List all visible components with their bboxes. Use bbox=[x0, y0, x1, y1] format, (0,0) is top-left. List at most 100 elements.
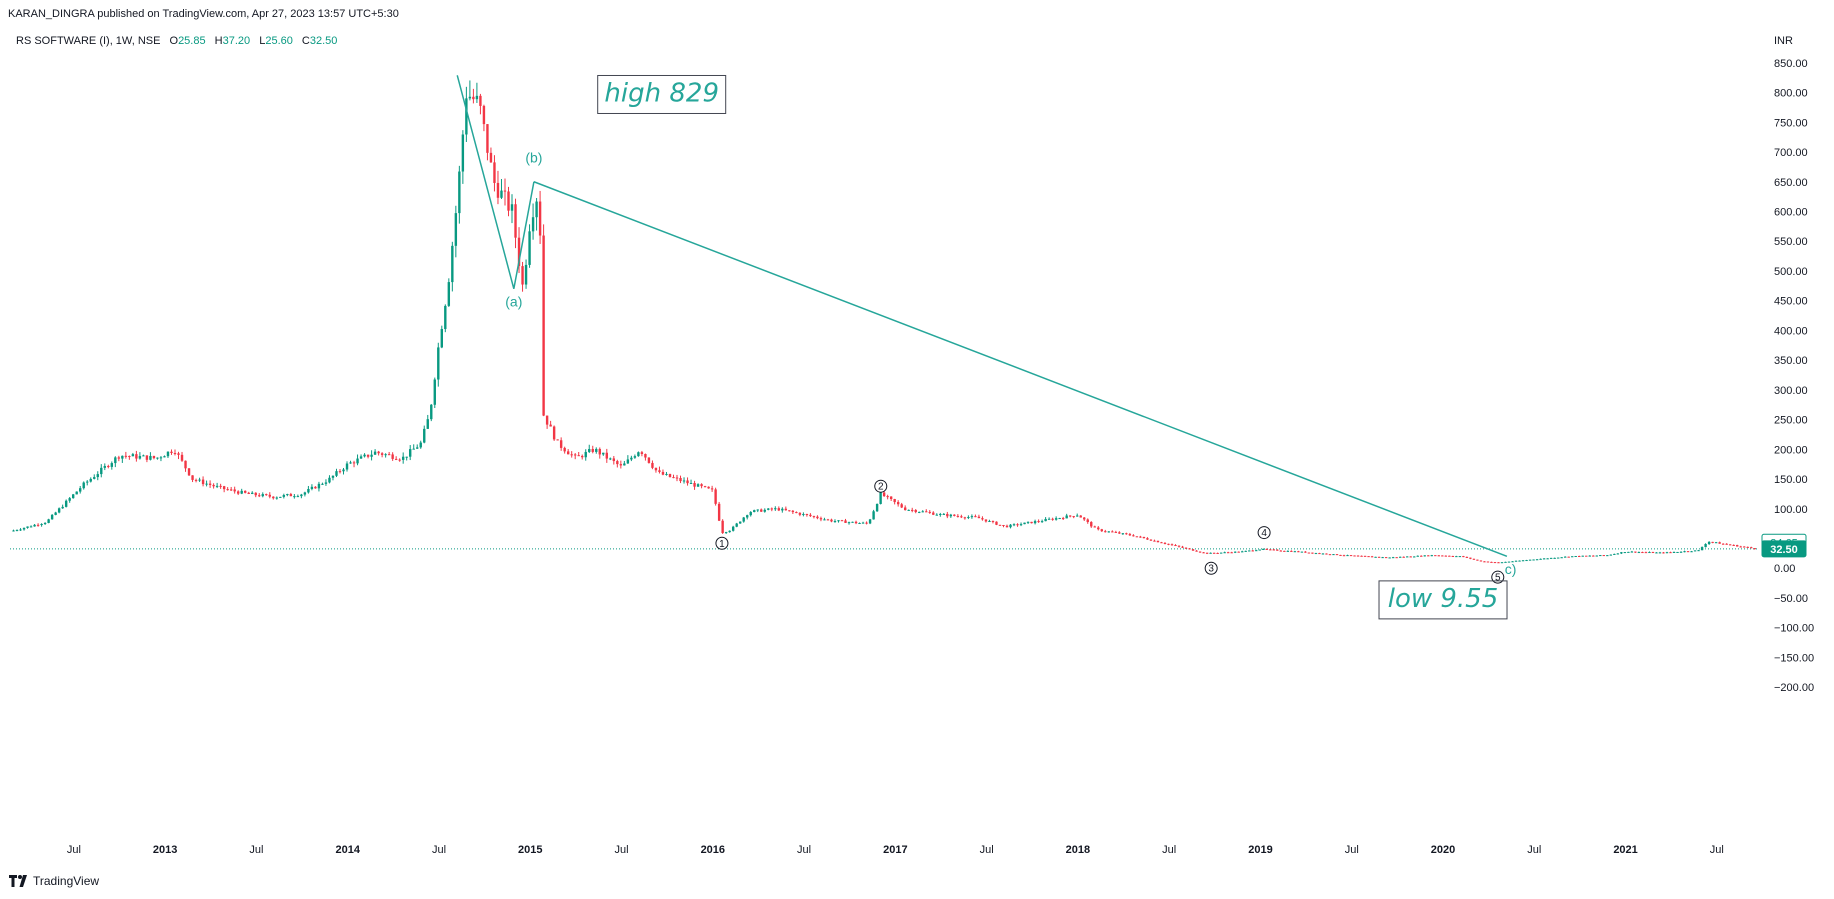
candle bbox=[1209, 552, 1212, 554]
candle-body bbox=[598, 448, 601, 455]
wave-count-marker[interactable]: 3 bbox=[1204, 561, 1218, 575]
candle bbox=[412, 444, 415, 450]
candle bbox=[163, 455, 166, 458]
candle bbox=[57, 507, 61, 514]
candle-body bbox=[1356, 555, 1360, 557]
candle-body bbox=[1033, 521, 1037, 524]
marker-number: 4 bbox=[1261, 528, 1267, 539]
candle bbox=[1679, 551, 1683, 553]
candle-body bbox=[447, 282, 451, 306]
candle-body bbox=[1514, 560, 1518, 562]
candle bbox=[293, 494, 296, 499]
candle-body bbox=[1620, 552, 1623, 554]
candle bbox=[1223, 551, 1226, 554]
wave-label[interactable]: c) bbox=[1505, 561, 1517, 577]
candle-body bbox=[742, 517, 745, 522]
candle bbox=[570, 451, 573, 458]
candle-body bbox=[535, 201, 538, 218]
wave-trendline[interactable] bbox=[456, 75, 535, 289]
candle bbox=[1609, 554, 1613, 556]
candle-body bbox=[1153, 540, 1156, 542]
candle-body bbox=[1241, 551, 1244, 553]
wave-label[interactable]: (a) bbox=[505, 294, 522, 310]
candle bbox=[384, 453, 387, 458]
candle bbox=[714, 487, 717, 506]
candle bbox=[1307, 552, 1311, 554]
wave-count-marker[interactable]: 2 bbox=[874, 479, 888, 493]
elliott-wave-drawings[interactable]: (a) (b) c) 1 2 3 4 5 high 829 low 9.55 bbox=[456, 74, 1517, 620]
candle-body bbox=[675, 477, 679, 479]
candle bbox=[1241, 550, 1244, 553]
candle bbox=[1606, 555, 1609, 557]
time-tick-label: 2015 bbox=[518, 844, 542, 856]
candle bbox=[1714, 541, 1718, 544]
candle bbox=[925, 509, 928, 513]
candle-body bbox=[82, 482, 85, 489]
candle bbox=[272, 496, 275, 500]
candle-body bbox=[791, 510, 795, 513]
candle bbox=[1451, 555, 1455, 558]
candle bbox=[1736, 544, 1739, 547]
candle bbox=[911, 507, 914, 513]
candle bbox=[935, 513, 938, 516]
candle-body bbox=[1188, 548, 1191, 550]
candle bbox=[1128, 532, 1132, 536]
candle bbox=[651, 460, 654, 470]
candle bbox=[328, 475, 331, 484]
wave-count-marker[interactable]: 5 bbox=[1491, 570, 1505, 584]
candle bbox=[788, 510, 791, 512]
candle bbox=[953, 514, 956, 517]
candle bbox=[1690, 550, 1693, 553]
candle-body bbox=[40, 524, 43, 526]
candle bbox=[1521, 560, 1525, 562]
candle bbox=[1044, 517, 1047, 522]
candle-body bbox=[12, 530, 15, 532]
candle-body bbox=[64, 500, 68, 507]
wave-trendline[interactable] bbox=[533, 181, 1508, 558]
time-axis[interactable]: Jul 2013 Jul 2014 Jul 2015 Jul 2016 Jul 2017 Jul 20… bbox=[67, 844, 1724, 856]
candle-body bbox=[1051, 518, 1054, 520]
candle-body bbox=[1044, 518, 1047, 522]
candle-body bbox=[1307, 552, 1311, 554]
candle bbox=[356, 454, 359, 466]
candle-body bbox=[679, 477, 682, 482]
candle bbox=[331, 475, 335, 481]
candle bbox=[29, 525, 33, 528]
candle-body bbox=[1739, 546, 1742, 548]
candle-body bbox=[1167, 543, 1170, 545]
tradingview-footer[interactable]: TradingView bbox=[9, 874, 99, 888]
marker-circle bbox=[1204, 561, 1218, 575]
candle-body bbox=[86, 481, 89, 483]
candle bbox=[1248, 550, 1251, 552]
candle bbox=[258, 493, 261, 498]
candle-body bbox=[191, 475, 194, 480]
text-note[interactable]: high 829 bbox=[597, 74, 727, 114]
candle-body bbox=[668, 473, 672, 478]
wave-count-marker[interactable]: 4 bbox=[1257, 526, 1271, 540]
candle bbox=[184, 460, 187, 472]
candle-body bbox=[349, 462, 352, 464]
candle-body bbox=[19, 529, 22, 531]
candle bbox=[1595, 555, 1598, 557]
wave-label[interactable]: (b) bbox=[525, 150, 542, 166]
wave-count-marker[interactable]: 1 bbox=[715, 536, 729, 550]
candle bbox=[998, 524, 1002, 526]
text-note[interactable]: low 9.55 bbox=[1378, 580, 1508, 620]
candle bbox=[423, 425, 426, 444]
candle-body bbox=[405, 456, 408, 458]
candle-body bbox=[426, 419, 429, 429]
candle-body bbox=[960, 516, 963, 518]
price-axis[interactable]: 850.00 800.00 750.00 700.00 650.00 600.00 550.… bbox=[1774, 58, 1814, 694]
candle-body bbox=[1595, 555, 1598, 557]
candle-body bbox=[753, 510, 756, 513]
time-tick-label: Jul bbox=[249, 844, 263, 856]
candle bbox=[591, 445, 594, 454]
candle bbox=[626, 455, 630, 464]
candle-body bbox=[215, 485, 219, 487]
candle bbox=[682, 477, 686, 484]
candle-body bbox=[710, 488, 714, 490]
candle-body bbox=[1381, 557, 1384, 559]
candle-body bbox=[928, 511, 931, 513]
candle-body bbox=[1753, 548, 1756, 550]
